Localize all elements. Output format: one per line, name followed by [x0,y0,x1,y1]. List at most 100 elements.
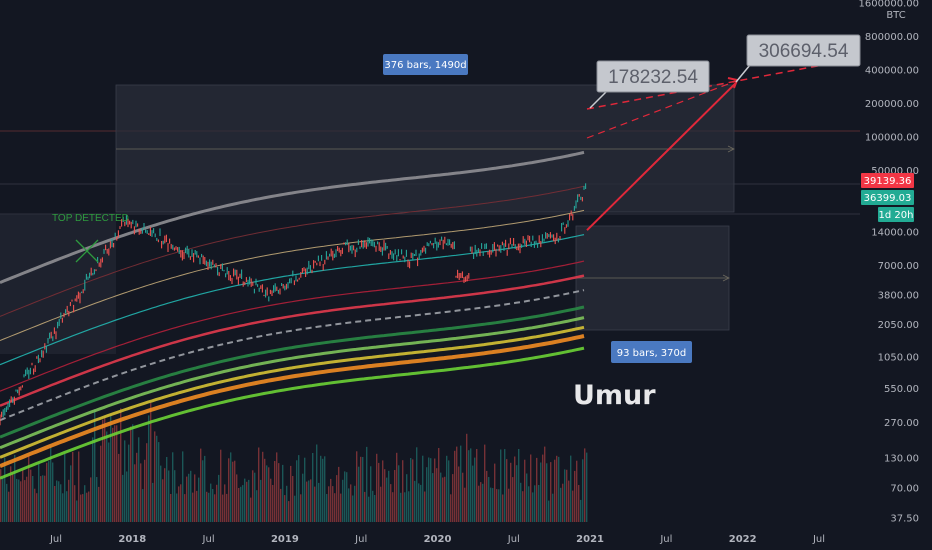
volume-bar [94,409,96,522]
volume-bar [210,483,212,522]
volume-bar [508,488,510,522]
volume-bar [534,485,536,522]
y-tick-label: 14000.00 [871,227,919,238]
y-tick-label: 100000.00 [865,132,919,143]
volume-bar [16,478,18,522]
volume-bar [540,462,542,522]
target-callout-2[interactable]: 306694.54 [735,34,861,83]
volume-bar [38,464,40,522]
volume-bar [108,442,110,522]
volume-bar [222,494,224,522]
measure-label-small[interactable]: 93 bars, 370d [611,341,692,363]
volume-bar [204,455,206,522]
price-tag-countdown-text: 1d 20h [879,210,914,221]
x-tick-label: Jul [202,534,215,545]
volume-bar [432,473,434,522]
top-detected-annotation: TOP DETECTED [52,213,129,263]
volume-bar [116,425,118,522]
volume-bar [572,490,574,522]
volume-bar [252,470,254,522]
volume-bar [188,473,190,522]
volume-bar [266,465,268,522]
volume-bar [412,459,414,522]
volume-bar [462,472,464,522]
volume-bar [288,501,290,522]
y-tick-label: 130.00 [884,453,919,464]
volume-bar [280,488,282,522]
indicator-band [0,316,585,450]
y-tick-label: 200000.00 [865,99,919,110]
volume-bar [578,485,580,522]
volume-bar [556,455,558,522]
volume-bar [430,458,432,522]
indicator-band [0,274,585,407]
measure-label-large[interactable]: 376 bars, 1490d [383,54,468,75]
volume-bar [468,450,470,522]
indicator-band [0,305,585,439]
price-axis[interactable]: BTC 1600000.00 800000.00 400000.00 200000.0… [859,0,932,550]
volume-bar [574,470,576,522]
measure-box-small[interactable] [575,225,730,331]
volume-bar [518,449,520,522]
volume-bar [182,451,184,522]
volume-bar [436,468,438,522]
volume-bar [466,433,468,522]
price-candles [0,183,587,426]
volume-bar [350,484,352,522]
indicator-band [0,289,585,422]
volume-bar [296,460,298,522]
volume-bar [440,472,442,522]
volume-bar [494,463,496,522]
volume-bar [232,461,234,522]
volume-bar [122,474,124,522]
volume-bar [416,447,418,522]
volume-bar [134,464,136,522]
volume-bar [360,456,362,522]
volume-bar [356,451,358,522]
volume-bar [276,452,278,522]
volume-bar [136,452,138,522]
target-callout-1[interactable]: 178232.54 [589,60,710,109]
volume-bar [378,462,380,522]
volume-bar [18,479,20,522]
volume-bar [278,463,280,522]
volume-bar [156,435,158,522]
volume-bar [148,415,150,522]
volume-bar [406,474,408,522]
volume-bar [358,466,360,522]
volume-histogram [0,402,588,522]
volume-bar [538,485,540,522]
volume-bar [132,424,134,522]
top-detected-label: TOP DETECTED [52,213,129,224]
volume-bar [446,455,448,522]
volume-bar [72,452,74,522]
volume-bar [322,458,324,522]
measure-box-large[interactable] [115,84,735,213]
volume-bar [492,488,494,522]
x-tick-label: Jul [49,534,62,545]
volume-bar [314,486,316,522]
volume-bar [566,469,568,522]
volume-bar [74,485,76,522]
price-tag-close-text: 36399.03 [864,193,912,204]
volume-bar [292,476,294,522]
volume-bar [520,482,522,522]
projection-dashed-lower [586,80,737,139]
volume-bar [568,480,570,522]
time-axis[interactable]: Jul 2018 Jul 2019 Jul 2020 Jul 2021 Jul 2022 Jul [49,534,825,545]
volume-bar [452,474,454,522]
volume-bar [582,459,584,522]
volume-bar [70,465,72,522]
x-tick-label: 2022 [729,534,757,545]
volume-bar [88,491,90,522]
volume-bar [496,489,498,522]
volume-bar [364,491,366,522]
volume-bar [110,415,112,522]
volume-bar [262,451,264,522]
volume-bar [516,465,518,522]
y-tick-label: 2050.00 [878,320,919,331]
volume-bar [460,445,462,522]
y-tick-label: 800000.00 [865,32,919,43]
volume-bar [98,486,100,522]
